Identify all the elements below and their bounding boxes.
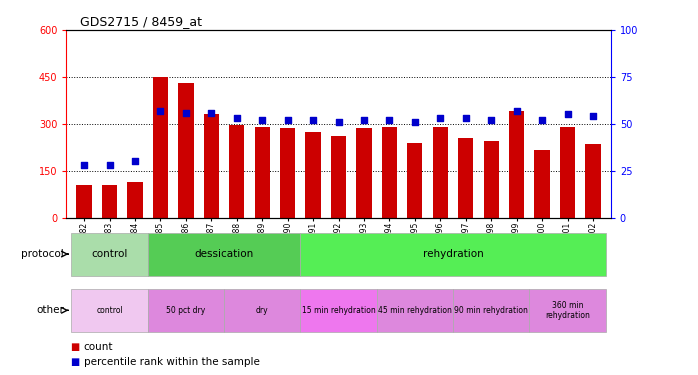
Point — [511, 108, 522, 114]
Bar — [306, 132, 320, 218]
Point — [104, 162, 115, 168]
Point — [180, 110, 191, 116]
Text: protocol: protocol — [21, 249, 64, 259]
Text: dessication: dessication — [195, 249, 253, 259]
Bar — [224, 289, 300, 332]
Point — [562, 111, 573, 117]
Bar — [560, 127, 575, 218]
Point — [129, 158, 140, 164]
Bar — [458, 138, 473, 218]
Point — [460, 115, 471, 121]
Text: 90 min rehydration: 90 min rehydration — [454, 306, 528, 315]
Point — [486, 117, 497, 123]
Point — [587, 113, 598, 119]
Point — [409, 119, 420, 125]
Bar — [153, 77, 168, 218]
Text: control: control — [91, 249, 128, 259]
Bar — [71, 289, 148, 332]
Point — [79, 162, 90, 168]
Bar — [529, 289, 606, 332]
Bar — [382, 127, 397, 218]
Text: count: count — [84, 342, 113, 352]
Bar — [300, 232, 606, 276]
Point — [358, 117, 369, 123]
Bar — [77, 185, 91, 218]
Bar — [407, 142, 422, 218]
Bar — [300, 289, 377, 332]
Text: rehydration: rehydration — [423, 249, 484, 259]
Text: ■: ■ — [70, 357, 79, 367]
Bar — [453, 289, 529, 332]
Point — [257, 117, 268, 123]
Bar — [377, 289, 453, 332]
Point — [384, 117, 395, 123]
Point — [333, 119, 344, 125]
Bar — [102, 185, 117, 218]
Bar — [229, 125, 244, 218]
Point — [435, 115, 446, 121]
Bar — [148, 289, 224, 332]
Point — [206, 110, 217, 116]
Bar — [509, 111, 524, 218]
Bar — [127, 182, 142, 218]
Text: dry: dry — [256, 306, 269, 315]
Point — [308, 117, 319, 123]
Bar — [331, 136, 346, 218]
Point — [537, 117, 548, 123]
Text: 45 min rehydration: 45 min rehydration — [378, 306, 452, 315]
Text: GDS2715 / 8459_at: GDS2715 / 8459_at — [80, 15, 202, 28]
Bar — [280, 128, 295, 217]
Bar — [204, 114, 219, 218]
Text: percentile rank within the sample: percentile rank within the sample — [84, 357, 260, 367]
Bar — [148, 232, 300, 276]
Bar — [357, 128, 371, 217]
Text: control: control — [96, 306, 123, 315]
Point — [282, 117, 293, 123]
Bar — [484, 141, 499, 218]
Bar — [586, 144, 600, 218]
Bar — [535, 150, 550, 217]
Point — [231, 115, 242, 121]
Point — [155, 108, 166, 114]
Bar — [255, 127, 270, 218]
Text: 360 min
rehydration: 360 min rehydration — [545, 301, 590, 320]
Bar — [433, 127, 448, 218]
Text: 15 min rehydration: 15 min rehydration — [302, 306, 376, 315]
Text: ■: ■ — [70, 342, 79, 352]
Bar — [178, 83, 193, 218]
Text: other: other — [36, 305, 64, 315]
Bar — [71, 232, 148, 276]
Text: 50 pct dry: 50 pct dry — [166, 306, 205, 315]
